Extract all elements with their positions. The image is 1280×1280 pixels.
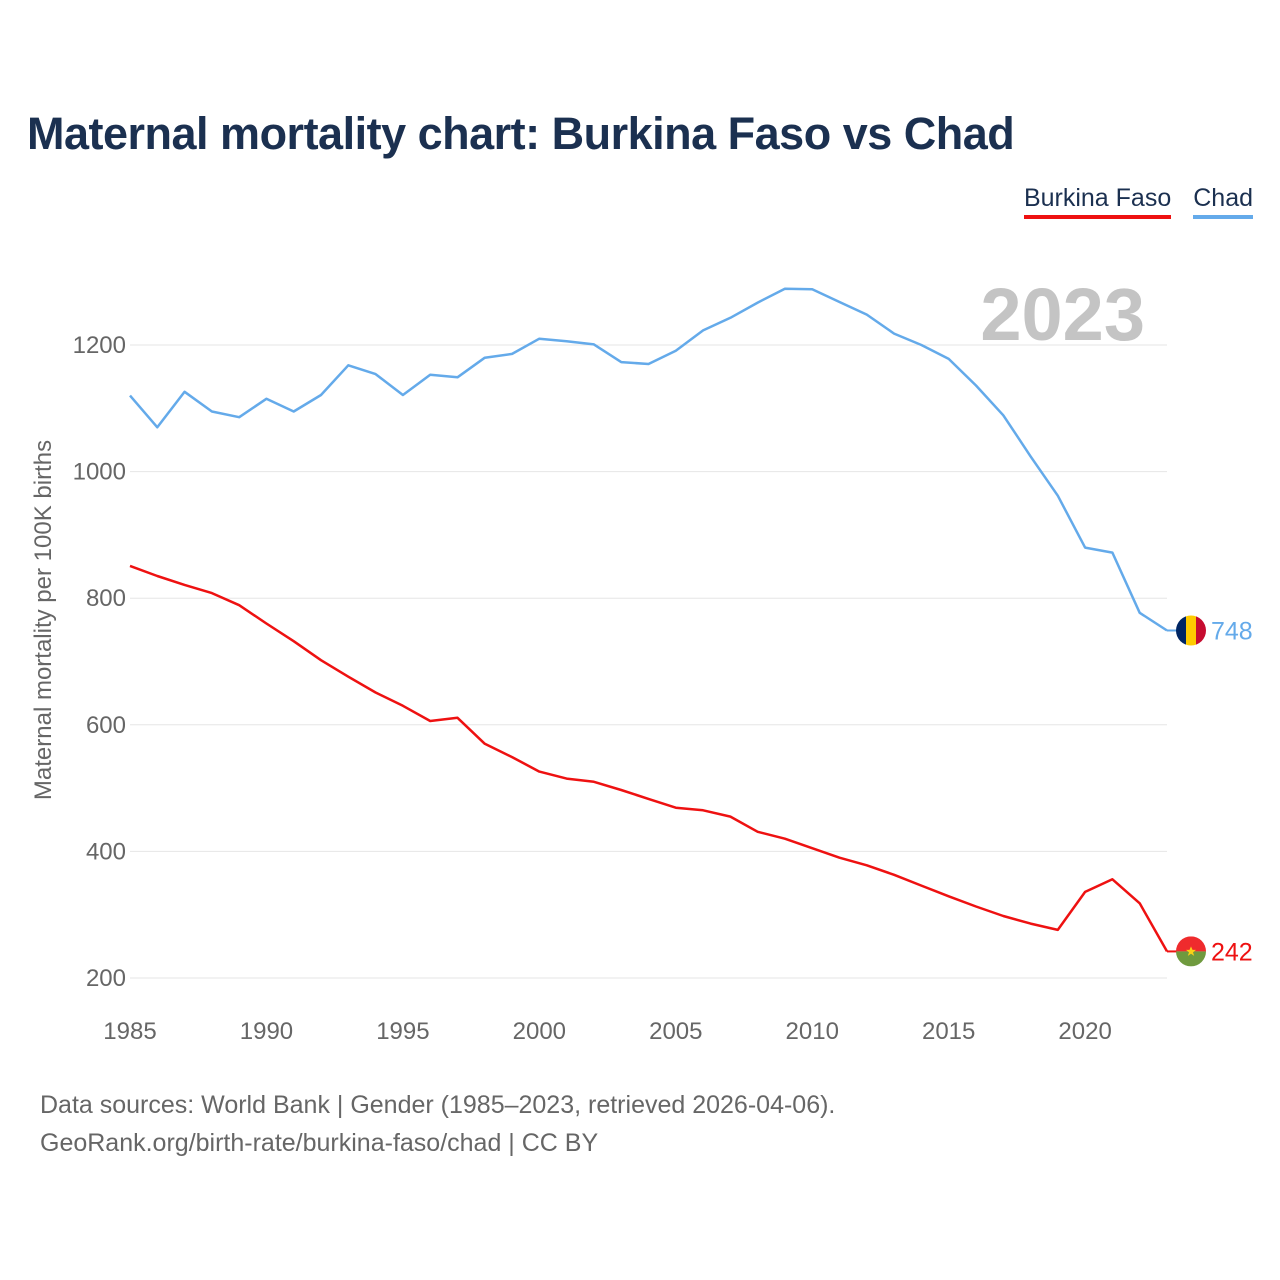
y-tick-label: 600 [86,712,126,739]
legend: Burkina Faso Chad [1023,184,1253,219]
x-tick-label: 1985 [103,1018,156,1045]
y-tick-label: 1000 [73,459,126,486]
legend-item-burkina-faso[interactable]: Burkina Faso [1023,184,1172,219]
x-tick-label: 2010 [786,1018,839,1045]
flag-burkina-faso-icon [1176,936,1206,967]
gridlines [130,344,1167,979]
x-tick-label: 2000 [513,1018,566,1045]
end-value-label-burkina-faso: 242 [1211,938,1253,966]
x-tick-label: 2005 [649,1018,702,1045]
footer: Data sources: World Bank | Gender (1985–… [40,1086,835,1162]
line-chart: 200 400 600 800 1000 1200 1985 1990 1995 2000 200… [30,273,1253,1045]
y-tick-label: 800 [86,585,126,612]
y-tick-labels: 200 400 600 800 1000 1200 [73,332,126,992]
x-tick-label: 2020 [1058,1018,1111,1045]
footer-source: Data sources: World Bank | Gender (1985–… [40,1091,836,1119]
year-watermark: 2023 [980,273,1145,356]
series-line-chad[interactable] [129,287,1168,632]
x-tick-labels: 1985 1990 1995 2000 2005 2010 2015 2020 [103,1018,1112,1045]
series-line-burkina-faso[interactable] [129,564,1169,953]
flag-chad-icon [1176,615,1206,646]
chart-title: Maternal mortality chart: Burkina Faso v… [27,108,1015,159]
x-tick-label: 1990 [240,1018,293,1045]
x-tick-label: 1995 [376,1018,429,1045]
y-tick-label: 400 [86,838,126,865]
y-axis-label: Maternal mortality per 100K births [30,440,57,800]
end-markers: 242 748 [1167,615,1253,967]
x-tick-label: 2015 [922,1018,975,1045]
legend-item-chad[interactable]: Chad [1193,184,1253,219]
footer-attribution[interactable]: GeoRank.org/birth-rate/burkina-faso/chad… [40,1129,599,1157]
y-tick-label: 1200 [73,332,126,359]
y-tick-label: 200 [86,965,126,992]
end-value-label-chad: 748 [1211,617,1253,645]
series-lines [129,287,1169,953]
